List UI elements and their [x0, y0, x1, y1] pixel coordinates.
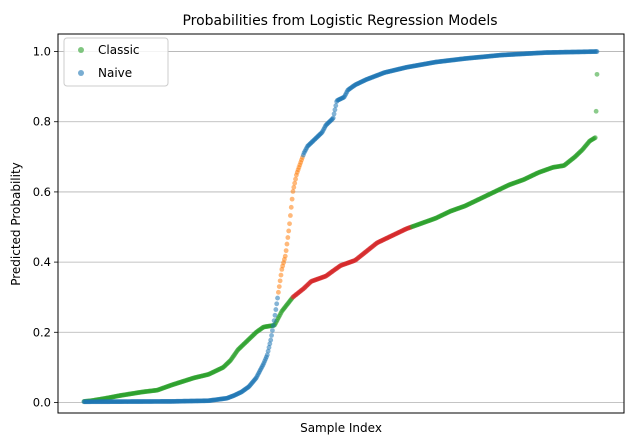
data-point-classic [593, 108, 599, 114]
data-point-naive [267, 341, 273, 347]
data-point-naive [332, 107, 338, 113]
data-point-naive [287, 221, 292, 227]
legend: Classic Naive [63, 37, 169, 87]
legend-marker-naive [78, 70, 84, 76]
y-tick-label: 0.4 [33, 255, 51, 269]
data-point-naive [289, 196, 295, 202]
y-axis-ticks: 0.0 0.2 0.4 0.6 0.8 1.0 [33, 45, 58, 409]
data-point-naive [330, 115, 336, 121]
data-point-naive [286, 228, 292, 234]
y-tick-label: 0.2 [33, 325, 51, 339]
legend-label-naive: Naive [98, 66, 132, 80]
data-point-naive [266, 345, 272, 350]
y-axis-label: Predicted Probability [9, 162, 23, 286]
data-point-naive [290, 189, 296, 194]
data-point-naive [278, 272, 284, 278]
data-point-naive [272, 312, 278, 318]
data-point-naive [277, 278, 283, 284]
data-point-classic [594, 71, 600, 77]
data-point-naive [331, 111, 337, 117]
grid-lines [58, 51, 624, 403]
data-point-naive [288, 213, 293, 218]
data-point-naive [291, 184, 297, 190]
data-point-naive [271, 318, 277, 324]
data-point-naive [265, 348, 271, 354]
data-point-naive [285, 235, 291, 240]
data-point-naive [292, 180, 298, 186]
legend-box [63, 37, 169, 87]
y-tick-label: 0.8 [33, 115, 51, 129]
data-point-naive [270, 328, 275, 333]
data-point-naive [270, 323, 276, 328]
plot-frame [57, 33, 625, 414]
data-point-naive [282, 253, 288, 259]
chart-title: Probabilities from Logistic Regression M… [182, 13, 497, 29]
x-axis-label: Sample Index [300, 421, 382, 435]
data-point-naive [276, 284, 282, 289]
data-point-naive [293, 176, 298, 182]
y-tick-label: 1.0 [33, 45, 51, 59]
data-point-naive [268, 337, 274, 343]
data-point-classic [592, 135, 598, 141]
data-point-naive [333, 103, 339, 109]
data-point-naive [288, 204, 294, 210]
data-point-naive [284, 241, 290, 247]
data-point-naive [276, 289, 281, 295]
y-tick-label: 0.0 [33, 395, 51, 409]
data-point-naive [269, 333, 274, 338]
y-tick-label: 0.6 [33, 185, 51, 199]
legend-label-classic: Classic [98, 43, 140, 57]
data-point-naive [275, 295, 280, 301]
series-naive-points [81, 49, 600, 405]
data-point-naive [273, 307, 279, 312]
data-point-naive [274, 301, 280, 307]
data-point-naive [594, 49, 600, 54]
data-point-naive [264, 352, 270, 358]
legend-marker-classic [78, 47, 84, 53]
data-point-naive [283, 248, 289, 254]
